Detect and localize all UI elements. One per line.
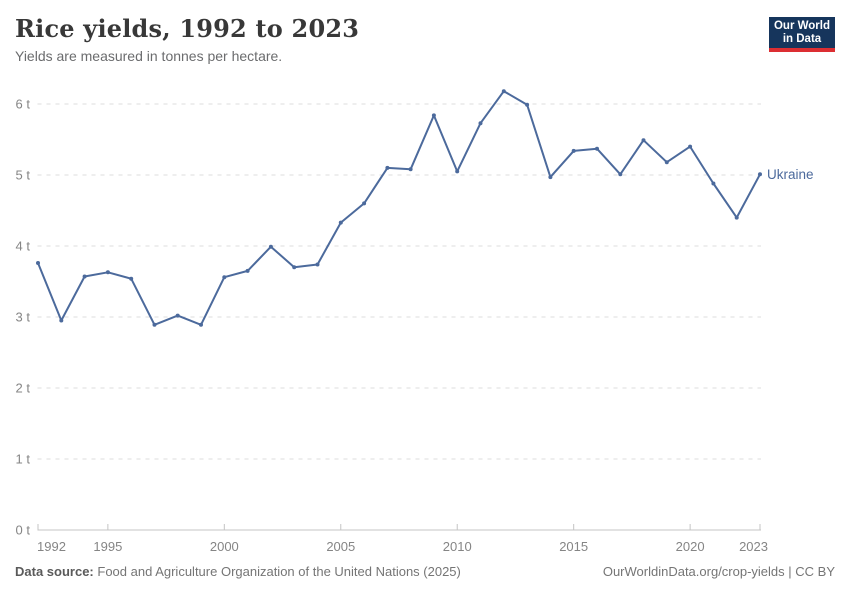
- x-axis-tick-label: 1995: [93, 539, 122, 554]
- data-point: [525, 102, 530, 107]
- data-point: [199, 322, 203, 327]
- y-axis-tick-label: 5 t: [16, 168, 31, 183]
- page-title: Rice yields, 1992 to 2023: [15, 14, 360, 43]
- data-point: [82, 274, 87, 279]
- x-axis-tick-label: 1992: [37, 539, 66, 554]
- data-point: [408, 167, 413, 172]
- data-source-label: Data source:: [15, 564, 94, 579]
- data-point: [431, 113, 436, 118]
- data-point: [105, 270, 110, 275]
- owid-logo-accent-bar: [769, 48, 835, 52]
- owid-logo: Our World in Data: [769, 17, 835, 52]
- data-point: [129, 276, 134, 281]
- data-point: [734, 215, 739, 220]
- data-point: [292, 265, 297, 270]
- data-point: [618, 172, 623, 177]
- data-point: [501, 89, 506, 94]
- x-axis-tick-label: 2023: [739, 539, 768, 554]
- data-point: [338, 220, 343, 225]
- series-label: Ukraine: [767, 167, 814, 182]
- data-point: [548, 175, 553, 180]
- data-point: [245, 268, 250, 273]
- data-point: [268, 244, 273, 249]
- y-axis-tick-label: 3 t: [16, 310, 31, 325]
- data-point: [455, 169, 460, 174]
- data-source: Data source: Food and Agriculture Organi…: [15, 564, 461, 579]
- data-point: [711, 181, 716, 186]
- data-point: [36, 261, 40, 265]
- data-point: [222, 275, 227, 280]
- owid-logo-line1: Our World: [773, 20, 830, 32]
- data-source-text: Food and Agriculture Organization of the…: [97, 564, 461, 579]
- data-point: [595, 146, 599, 151]
- x-axis-tick-label: 2000: [210, 539, 239, 554]
- y-axis-tick-label: 4 t: [16, 239, 31, 254]
- owid-logo-line2: in Data: [782, 33, 822, 45]
- data-point: [385, 165, 390, 170]
- data-point: [571, 148, 576, 153]
- y-axis-tick-label: 1 t: [16, 452, 31, 467]
- data-point: [664, 160, 669, 165]
- data-point: [175, 313, 180, 318]
- y-axis-tick-label: 6 t: [16, 97, 31, 112]
- data-line-ukraine: [37, 90, 761, 326]
- data-point: [478, 121, 483, 126]
- chart-subtitle: Yields are measured in tonnes per hectar…: [15, 48, 283, 64]
- x-axis-tick-label: 2005: [326, 539, 355, 554]
- data-point: [152, 322, 157, 327]
- credit-line: OurWorldinData.org/crop-yields | CC BY: [602, 564, 835, 579]
- data-point: [641, 138, 646, 143]
- data-point: [758, 172, 762, 177]
- y-axis-tick-label: 0 t: [16, 523, 31, 538]
- data-point: [315, 262, 320, 267]
- line-chart: 0 t 1 t 2 t 3 t 4 t 5 t 6 t 1992 1995 2000 2005 201…: [16, 89, 814, 554]
- data-point: [362, 201, 367, 206]
- x-axis-tick-label: 2010: [443, 539, 472, 554]
- x-axis-tick-label: 2020: [676, 539, 705, 554]
- data-point: [688, 144, 693, 149]
- owid-logo-text: Our World in Data: [769, 17, 835, 48]
- data-point: [59, 318, 64, 323]
- x-axis-tick-label: 2015: [559, 539, 588, 554]
- y-axis-tick-label: 2 t: [16, 381, 31, 396]
